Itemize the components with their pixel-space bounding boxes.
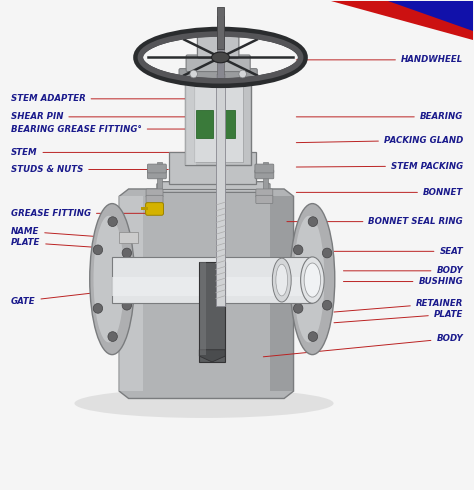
Circle shape [108, 217, 118, 226]
Text: BONNET: BONNET [296, 188, 463, 197]
FancyBboxPatch shape [179, 69, 257, 82]
Text: BEARING GREASE FITTING°: BEARING GREASE FITTING° [11, 124, 187, 134]
Ellipse shape [74, 389, 334, 418]
Text: BUSHING: BUSHING [344, 277, 463, 286]
FancyBboxPatch shape [256, 196, 273, 203]
FancyBboxPatch shape [146, 189, 163, 197]
Ellipse shape [290, 203, 335, 355]
Bar [185, 77, 251, 165]
Text: SHEAR PIN: SHEAR PIN [11, 112, 187, 122]
Circle shape [108, 332, 118, 342]
FancyBboxPatch shape [147, 170, 166, 179]
Circle shape [93, 303, 103, 313]
Text: PLATE: PLATE [11, 238, 130, 250]
Bar [169, 152, 256, 184]
FancyBboxPatch shape [147, 164, 166, 173]
Text: RETAINER: RETAINER [334, 299, 463, 312]
Ellipse shape [301, 257, 324, 303]
FancyBboxPatch shape [146, 196, 163, 203]
Bar [112, 257, 312, 303]
Bar [185, 77, 196, 165]
Polygon shape [199, 350, 225, 362]
FancyBboxPatch shape [146, 202, 164, 215]
Text: NAME: NAME [11, 227, 130, 239]
Polygon shape [119, 189, 293, 398]
Polygon shape [331, 1, 473, 40]
Polygon shape [388, 1, 473, 30]
Text: SEAT: SEAT [334, 247, 463, 256]
Bar [112, 277, 312, 296]
Ellipse shape [304, 263, 320, 297]
Text: BONNET SEAL RING: BONNET SEAL RING [287, 217, 463, 226]
Text: GREASE FITTING: GREASE FITTING [11, 209, 164, 218]
Bar [141, 207, 148, 210]
Polygon shape [119, 196, 143, 391]
Text: STEM: STEM [11, 148, 187, 157]
Circle shape [322, 248, 332, 258]
Bar [196, 110, 213, 138]
Ellipse shape [294, 216, 324, 343]
FancyBboxPatch shape [197, 34, 239, 58]
Text: STEM PACKING: STEM PACKING [296, 162, 463, 171]
Text: GATE: GATE [11, 289, 126, 306]
Circle shape [293, 245, 303, 255]
Circle shape [239, 70, 246, 78]
Text: HANDWHEEL: HANDWHEEL [296, 55, 463, 64]
Bar [222, 110, 235, 138]
FancyBboxPatch shape [255, 164, 274, 173]
Bar [199, 262, 225, 362]
Bar [217, 7, 224, 49]
Circle shape [293, 303, 303, 313]
Bar [263, 162, 268, 192]
Circle shape [322, 300, 332, 310]
Ellipse shape [276, 264, 288, 296]
Circle shape [122, 248, 131, 258]
Ellipse shape [273, 258, 291, 302]
Circle shape [190, 70, 197, 78]
Bar [200, 262, 206, 355]
Bar [217, 16, 224, 79]
Text: BODY: BODY [264, 334, 463, 357]
Ellipse shape [211, 52, 229, 63]
Bar [157, 162, 162, 192]
Text: PACKING GLAND: PACKING GLAND [296, 136, 463, 145]
Text: BODY: BODY [344, 267, 463, 275]
Bar [216, 74, 225, 306]
Ellipse shape [90, 203, 135, 355]
Polygon shape [270, 196, 293, 391]
Text: PLATE: PLATE [334, 310, 463, 323]
Text: STUDS & NUTS: STUDS & NUTS [11, 165, 168, 174]
Text: BEARING: BEARING [296, 112, 463, 122]
Bar [194, 79, 243, 162]
Circle shape [93, 245, 103, 255]
Circle shape [308, 217, 318, 226]
Polygon shape [157, 182, 270, 193]
FancyBboxPatch shape [186, 55, 250, 72]
FancyBboxPatch shape [255, 170, 274, 179]
Bar [119, 232, 138, 243]
Text: STEM ADAPTER: STEM ADAPTER [11, 95, 187, 103]
Circle shape [308, 332, 318, 342]
Ellipse shape [93, 216, 124, 343]
Circle shape [122, 300, 131, 310]
FancyBboxPatch shape [256, 189, 273, 197]
